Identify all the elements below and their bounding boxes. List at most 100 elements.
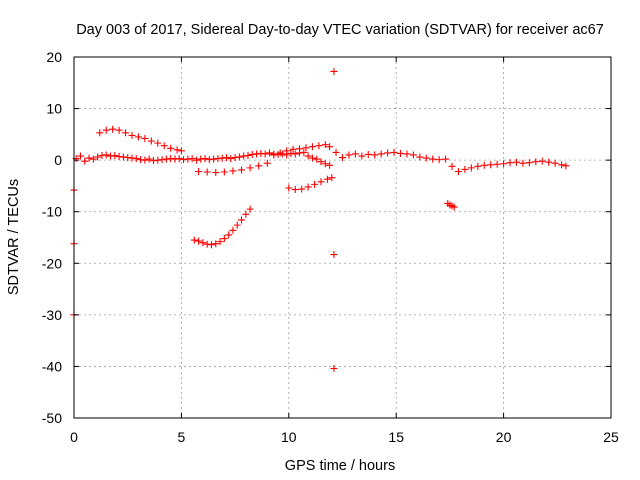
data-point [276, 149, 284, 157]
x-axis-label: GPS time / hours [285, 458, 395, 474]
data-point [238, 216, 246, 224]
data-point [201, 155, 209, 163]
data-point [545, 158, 553, 166]
data-point [283, 147, 291, 155]
data-point [270, 151, 278, 159]
series-arc-low [190, 205, 254, 249]
data-point [321, 160, 329, 168]
data-point [145, 155, 153, 163]
data-point [317, 178, 325, 186]
data-point [235, 153, 243, 161]
data-point [147, 137, 155, 145]
data-point [190, 236, 198, 244]
data-point [493, 160, 501, 168]
data-point [326, 143, 334, 151]
data-point [390, 148, 398, 156]
data-point [122, 129, 130, 137]
data-point [132, 155, 140, 163]
data-point [109, 125, 117, 133]
data-point [177, 147, 185, 155]
data-point [291, 150, 299, 158]
data-point [403, 150, 411, 158]
data-point [255, 162, 263, 170]
data-point [134, 133, 142, 141]
series-arc-high [96, 125, 185, 155]
data-point [246, 205, 254, 213]
data-point [304, 152, 312, 160]
data-point [102, 126, 110, 134]
data-point [377, 150, 385, 158]
data-point [154, 139, 162, 147]
data-point [409, 151, 417, 159]
data-point [384, 149, 392, 157]
data-point [467, 164, 475, 172]
data-point [220, 168, 228, 176]
data-point [220, 235, 228, 243]
data-point [519, 159, 527, 167]
data-point [454, 167, 462, 175]
data-point [298, 185, 306, 193]
data-point [300, 148, 308, 156]
series-segment-rise [270, 141, 334, 159]
data-point [81, 157, 89, 165]
data-point [173, 146, 181, 154]
grid [74, 57, 611, 418]
y-tick-label: -30 [42, 307, 62, 323]
data-point [487, 161, 495, 169]
data-point [89, 155, 97, 163]
data-point [212, 169, 220, 177]
data-point [227, 155, 235, 163]
data-point [111, 152, 119, 160]
series-segment-mid [195, 159, 271, 177]
data-point [435, 156, 443, 164]
data-point [525, 159, 533, 167]
data-point [461, 165, 469, 173]
y-tick-label: 20 [46, 49, 62, 65]
data-point [562, 162, 570, 170]
data-point [265, 149, 273, 157]
data-point [229, 226, 237, 234]
data-point [308, 143, 316, 151]
data-point [532, 158, 540, 166]
data-point [195, 237, 203, 245]
data-point [302, 144, 310, 152]
axis-ticks: 0 5 10 15 20 25 -50 -40 -30 -20 -10 0 10 20 [42, 49, 619, 445]
data-point [448, 162, 456, 170]
data-point [203, 168, 211, 176]
data-point [326, 161, 334, 169]
data-point [216, 238, 224, 246]
data-point [195, 167, 203, 175]
data-point [263, 159, 271, 167]
data-point [474, 162, 482, 170]
data-point [330, 251, 338, 259]
data-point [364, 150, 372, 158]
series-segment-neg [285, 174, 336, 194]
data-point [212, 240, 220, 248]
chart-title: Day 003 of 2017, Sidereal Day-to-day VTE… [76, 22, 604, 38]
data-point [285, 184, 293, 192]
data-point [450, 203, 458, 211]
series-baseline-2 [332, 148, 570, 175]
data-point [160, 142, 168, 150]
data-point [358, 152, 366, 160]
data-point [246, 164, 254, 172]
y-tick-label: -20 [42, 255, 62, 271]
x-tick-label: 10 [281, 429, 297, 445]
data-point [261, 150, 269, 158]
data-point [199, 239, 207, 247]
data-point [330, 364, 338, 372]
data-point [76, 152, 84, 160]
data-point [429, 155, 437, 163]
data-point [317, 158, 325, 166]
data-point [128, 131, 136, 139]
data-point [102, 151, 110, 159]
data-point [506, 159, 514, 167]
data-point [167, 144, 175, 152]
data-point [289, 145, 297, 153]
data-point [311, 180, 319, 188]
series-cluster-17.5 [444, 199, 458, 211]
data-point [291, 186, 299, 194]
x-tick-label: 0 [70, 429, 78, 445]
data-point [422, 154, 430, 162]
